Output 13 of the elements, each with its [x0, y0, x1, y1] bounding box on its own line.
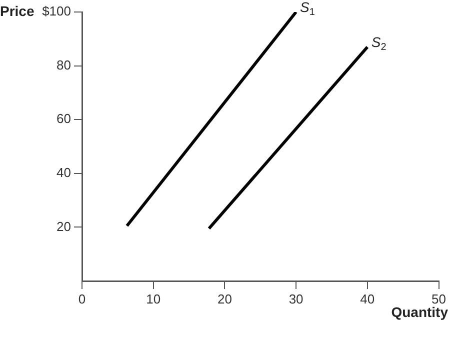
y-axis-title: Price: [0, 2, 34, 19]
x-tick-label: 50: [432, 291, 446, 306]
x-tick-label: 40: [360, 291, 375, 306]
y-tick-label: 80: [56, 57, 71, 72]
y-tick-label: 40: [56, 164, 71, 180]
x-tick-label: 30: [288, 291, 304, 306]
y-tick-label: 20: [56, 218, 71, 234]
y-tick-label: $100: [42, 4, 71, 19]
y-tick-label: 60: [56, 111, 71, 126]
x-tick-label: 10: [146, 291, 161, 306]
x-tick-label: 0: [78, 291, 86, 306]
x-tick-label: 20: [217, 291, 232, 306]
x-axis-title: Quantity: [391, 304, 448, 320]
